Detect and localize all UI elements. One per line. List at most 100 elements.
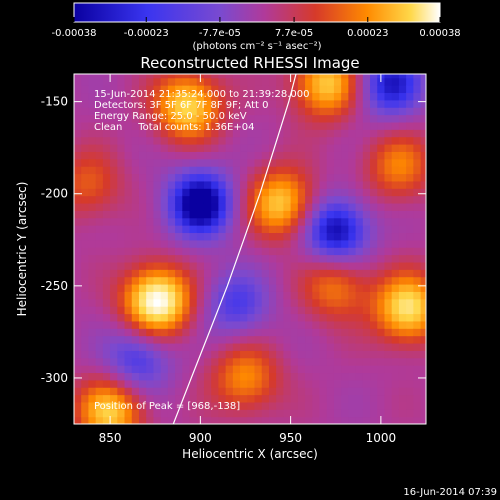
heatmap-cell <box>117 225 126 234</box>
heatmap-cell <box>413 254 422 263</box>
heatmap-cell <box>175 320 183 329</box>
heatmap-cell <box>413 350 422 359</box>
heatmap-cell <box>370 225 378 234</box>
heatmap-cell <box>312 365 321 374</box>
heatmap-cell <box>95 416 104 424</box>
heatmap-cell <box>355 254 364 263</box>
heatmap-cell <box>232 320 241 329</box>
x-tick-label: 900 <box>189 431 212 445</box>
heatmap-cell <box>276 387 284 396</box>
heatmap-cell <box>254 239 263 248</box>
heatmap-cell <box>160 416 169 424</box>
chart-title: Reconstructed RHESSI Image <box>140 54 359 72</box>
heatmap-cell <box>153 276 162 285</box>
heatmap-cell <box>160 114 169 123</box>
heatmap-cell <box>247 173 256 182</box>
heatmap-cell <box>203 350 212 359</box>
heatmap-cell <box>225 232 234 241</box>
heatmap-cell <box>377 144 386 152</box>
heatmap-cell <box>182 107 191 116</box>
heatmap-cell <box>160 144 169 152</box>
heatmap-cell <box>384 284 393 292</box>
heatmap-cell <box>384 232 393 241</box>
heatmap-cell <box>283 298 292 307</box>
heatmap-cell <box>413 372 422 381</box>
heatmap-cell <box>218 99 227 108</box>
heatmap-cell <box>326 394 335 403</box>
heatmap-cell <box>218 202 227 211</box>
heatmap-cell <box>283 166 292 175</box>
heatmap-cell <box>406 77 414 86</box>
heatmap-cell <box>240 210 248 219</box>
heatmap-cell <box>232 74 241 79</box>
heatmap-cell <box>182 173 191 182</box>
heatmap-cell <box>218 313 227 322</box>
peak-position-label: Position of Peak = [968,-138] <box>94 401 240 412</box>
heatmap-cell <box>232 379 241 388</box>
heatmap-cell <box>348 350 357 359</box>
heatmap-cell <box>413 269 422 278</box>
heatmap-cell <box>268 217 277 226</box>
colorbar-units-label: (photons cm⁻² s⁻¹ asec⁻²) <box>192 41 321 52</box>
heatmap-cell <box>312 151 321 160</box>
heatmap-cell <box>326 114 335 123</box>
heatmap-cell <box>398 158 407 167</box>
heatmap-cell <box>110 387 118 396</box>
heatmap-cell <box>240 357 248 366</box>
heatmap-cell <box>167 151 176 160</box>
heatmap-cell <box>124 372 133 381</box>
heatmap-cell <box>290 121 299 130</box>
heatmap-cell <box>167 92 176 101</box>
heatmap-cell <box>211 387 220 396</box>
heatmap-cell <box>203 114 212 123</box>
heatmap-cell <box>370 387 378 396</box>
heatmap-cell <box>88 210 97 219</box>
heatmap-cell <box>218 276 227 285</box>
heatmap-cell <box>102 99 111 108</box>
heatmap-cell <box>413 247 422 256</box>
heatmap-cell <box>348 328 357 337</box>
heatmap-cell <box>355 401 364 410</box>
heatmap-cell <box>391 365 400 374</box>
heatmap-cell <box>370 114 378 123</box>
heatmap-cell <box>240 74 248 79</box>
heatmap-cell <box>196 151 205 160</box>
heatmap-cell <box>391 151 400 160</box>
heatmap-cell <box>254 85 263 94</box>
heatmap-cell <box>196 372 205 381</box>
heatmap-cell <box>225 335 234 344</box>
heatmap-cell <box>124 121 133 130</box>
heatmap-cell <box>225 247 234 256</box>
heatmap-cell <box>391 202 400 211</box>
heatmap-cell <box>384 195 393 204</box>
heatmap-cell <box>131 166 140 175</box>
heatmap-cell <box>218 342 227 351</box>
heatmap-cell <box>124 335 133 344</box>
heatmap-cell <box>138 365 147 374</box>
heatmap-cell <box>211 158 220 167</box>
heatmap-cell <box>398 350 407 359</box>
heatmap-cell <box>74 217 82 226</box>
heatmap-cell <box>138 313 147 322</box>
heatmap-cell <box>211 107 220 116</box>
heatmap-cell <box>175 232 183 241</box>
heatmap-cell <box>167 409 176 418</box>
heatmap-cell <box>305 210 313 219</box>
heatmap-cell <box>211 232 220 241</box>
heatmap-cell <box>319 144 328 152</box>
heatmap-cell <box>377 99 386 108</box>
heatmap-cell <box>146 232 155 241</box>
heatmap-cell <box>283 342 292 351</box>
heatmap-cell <box>81 202 90 211</box>
heatmap-cell <box>153 320 162 329</box>
heatmap-cell <box>297 114 306 123</box>
heatmap-cell <box>196 121 205 130</box>
heatmap-cell <box>203 166 212 175</box>
heatmap-cell <box>297 387 306 396</box>
heatmap-cell <box>261 409 270 418</box>
heatmap-cell <box>146 195 155 204</box>
heatmap-cell <box>117 121 126 130</box>
heatmap-cell <box>326 342 335 351</box>
heatmap-cell <box>124 144 133 152</box>
heatmap-cell <box>384 217 393 226</box>
